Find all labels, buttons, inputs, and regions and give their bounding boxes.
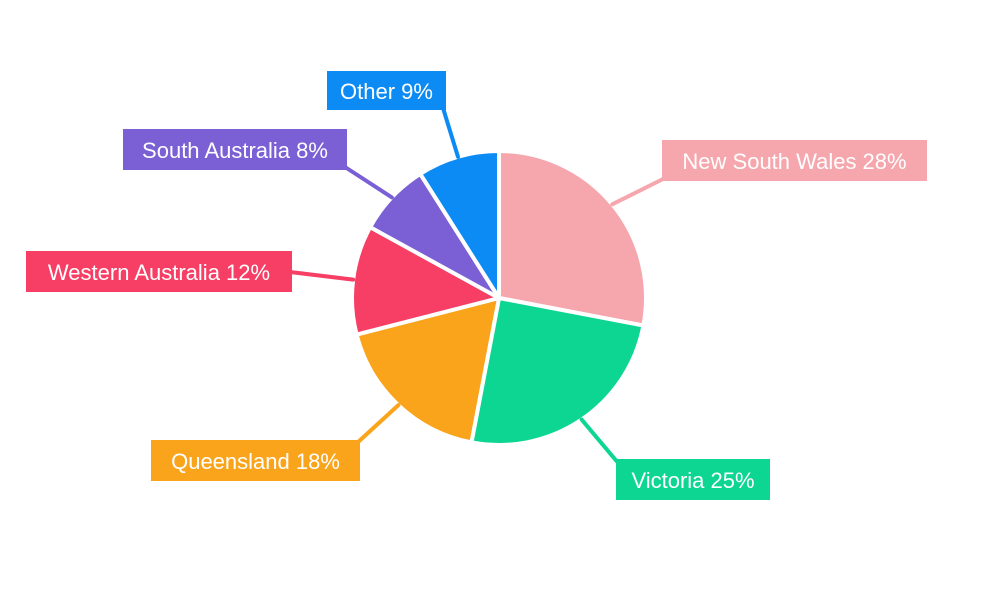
label-queensland: Queensland 18% xyxy=(151,440,360,481)
slice-labels: New South Wales 28% Victoria 25% Queenslan… xyxy=(26,71,927,500)
label-text-other: Other 9% xyxy=(340,79,433,104)
label-text-victoria: Victoria 25% xyxy=(631,468,754,493)
leader-line-new-south-wales xyxy=(610,176,667,207)
label-text-queensland: Queensland 18% xyxy=(171,449,340,474)
leader-lines xyxy=(288,106,667,466)
label-box-new-south-wales xyxy=(662,140,927,181)
leader-line-south-australia xyxy=(343,165,394,200)
label-western-australia: Western Australia 12% xyxy=(26,251,292,292)
leader-line-queensland xyxy=(355,403,401,445)
label-south-australia: South Australia 8% xyxy=(123,129,347,170)
label-victoria: Victoria 25% xyxy=(616,459,770,500)
leader-line-other xyxy=(441,106,460,159)
leader-line-western-australia xyxy=(288,270,356,282)
label-box-western-australia xyxy=(26,251,292,292)
label-new-south-wales: New South Wales 28% xyxy=(662,140,927,181)
pie-slice-victoria[interactable] xyxy=(469,296,646,447)
label-box-south-australia xyxy=(123,129,347,170)
label-box-other xyxy=(327,71,446,110)
label-box-victoria xyxy=(616,459,770,500)
label-other: Other 9% xyxy=(327,71,446,110)
label-text-south-australia: South Australia 8% xyxy=(142,138,328,163)
pie-slice-new-south-wales[interactable] xyxy=(497,149,648,328)
pie-slices xyxy=(350,149,648,447)
label-box-queensland xyxy=(151,440,360,481)
leader-line-victoria xyxy=(579,417,621,466)
label-text-new-south-wales: New South Wales 28% xyxy=(682,149,906,174)
label-text-western-australia: Western Australia 12% xyxy=(48,260,270,285)
